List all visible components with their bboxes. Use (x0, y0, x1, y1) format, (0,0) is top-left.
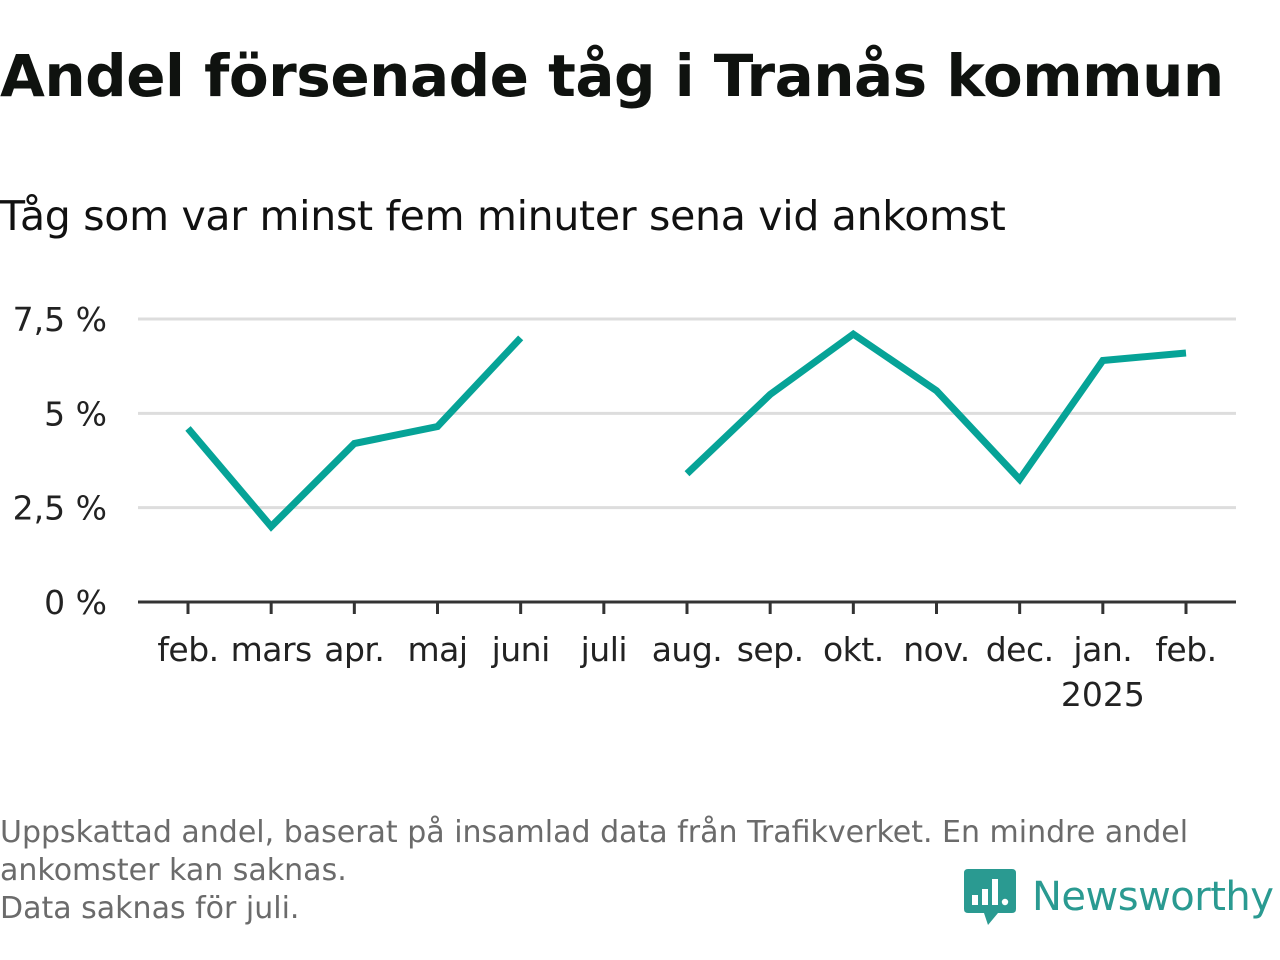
x-year-label: 2025 (1061, 675, 1145, 714)
data-series (185, 329, 1187, 532)
x-tick-label: juni (491, 630, 550, 669)
x-tick-label: feb. (1155, 630, 1216, 669)
x-tick-label: mars (231, 630, 312, 669)
series-line-segment (185, 335, 524, 532)
x-tick-label: sep. (737, 630, 804, 669)
chart-title: Andel försenade tåg i Tranås kommun (0, 42, 1224, 110)
x-tick-label: aug. (652, 630, 723, 669)
footnote: Uppskattad andel, baserat på insamlad da… (0, 814, 1270, 928)
y-tick-label: 5 % (44, 394, 107, 433)
footnote-line-1: Uppskattad andel, baserat på insamlad da… (0, 815, 1189, 850)
y-tick-label: 7,5 % (13, 300, 107, 339)
series-line-segment (684, 329, 1187, 485)
x-tick-label: dec. (986, 630, 1054, 669)
line-chart: 0 % 2,5 % 5 % 7,5 % feb. mars apr. maj juni juli… (13, 300, 1236, 714)
x-tick-label: jan. (1072, 630, 1132, 669)
x-tick-label: apr. (324, 630, 384, 669)
footnote-line-3: Data saknas för juli. (0, 891, 300, 926)
gridlines (138, 317, 1236, 510)
footnote-line-2: ankomster kan saknas. (0, 853, 347, 888)
brand-logo: Newsworthy (962, 862, 1274, 932)
x-tick-label: okt. (823, 630, 884, 669)
x-tick-label: juli (580, 630, 627, 669)
x-tick-label: maj (407, 630, 467, 669)
newsworthy-logo-icon (964, 869, 1016, 925)
y-tick-label: 2,5 % (13, 489, 107, 528)
y-axis-tick-labels: 0 % 2,5 % 5 % 7,5 % (13, 300, 107, 622)
brand-name: Newsworthy (1032, 874, 1274, 920)
y-tick-label: 0 % (44, 583, 107, 622)
x-tick-label: feb. (157, 630, 218, 669)
x-tick-label: nov. (903, 630, 970, 669)
x-axis-ticks: feb. mars apr. maj juni juli aug. sep. okt. nov. d… (157, 602, 1217, 714)
chart-subtitle: Tåg som var minst fem minuter sena vid a… (0, 192, 1006, 240)
